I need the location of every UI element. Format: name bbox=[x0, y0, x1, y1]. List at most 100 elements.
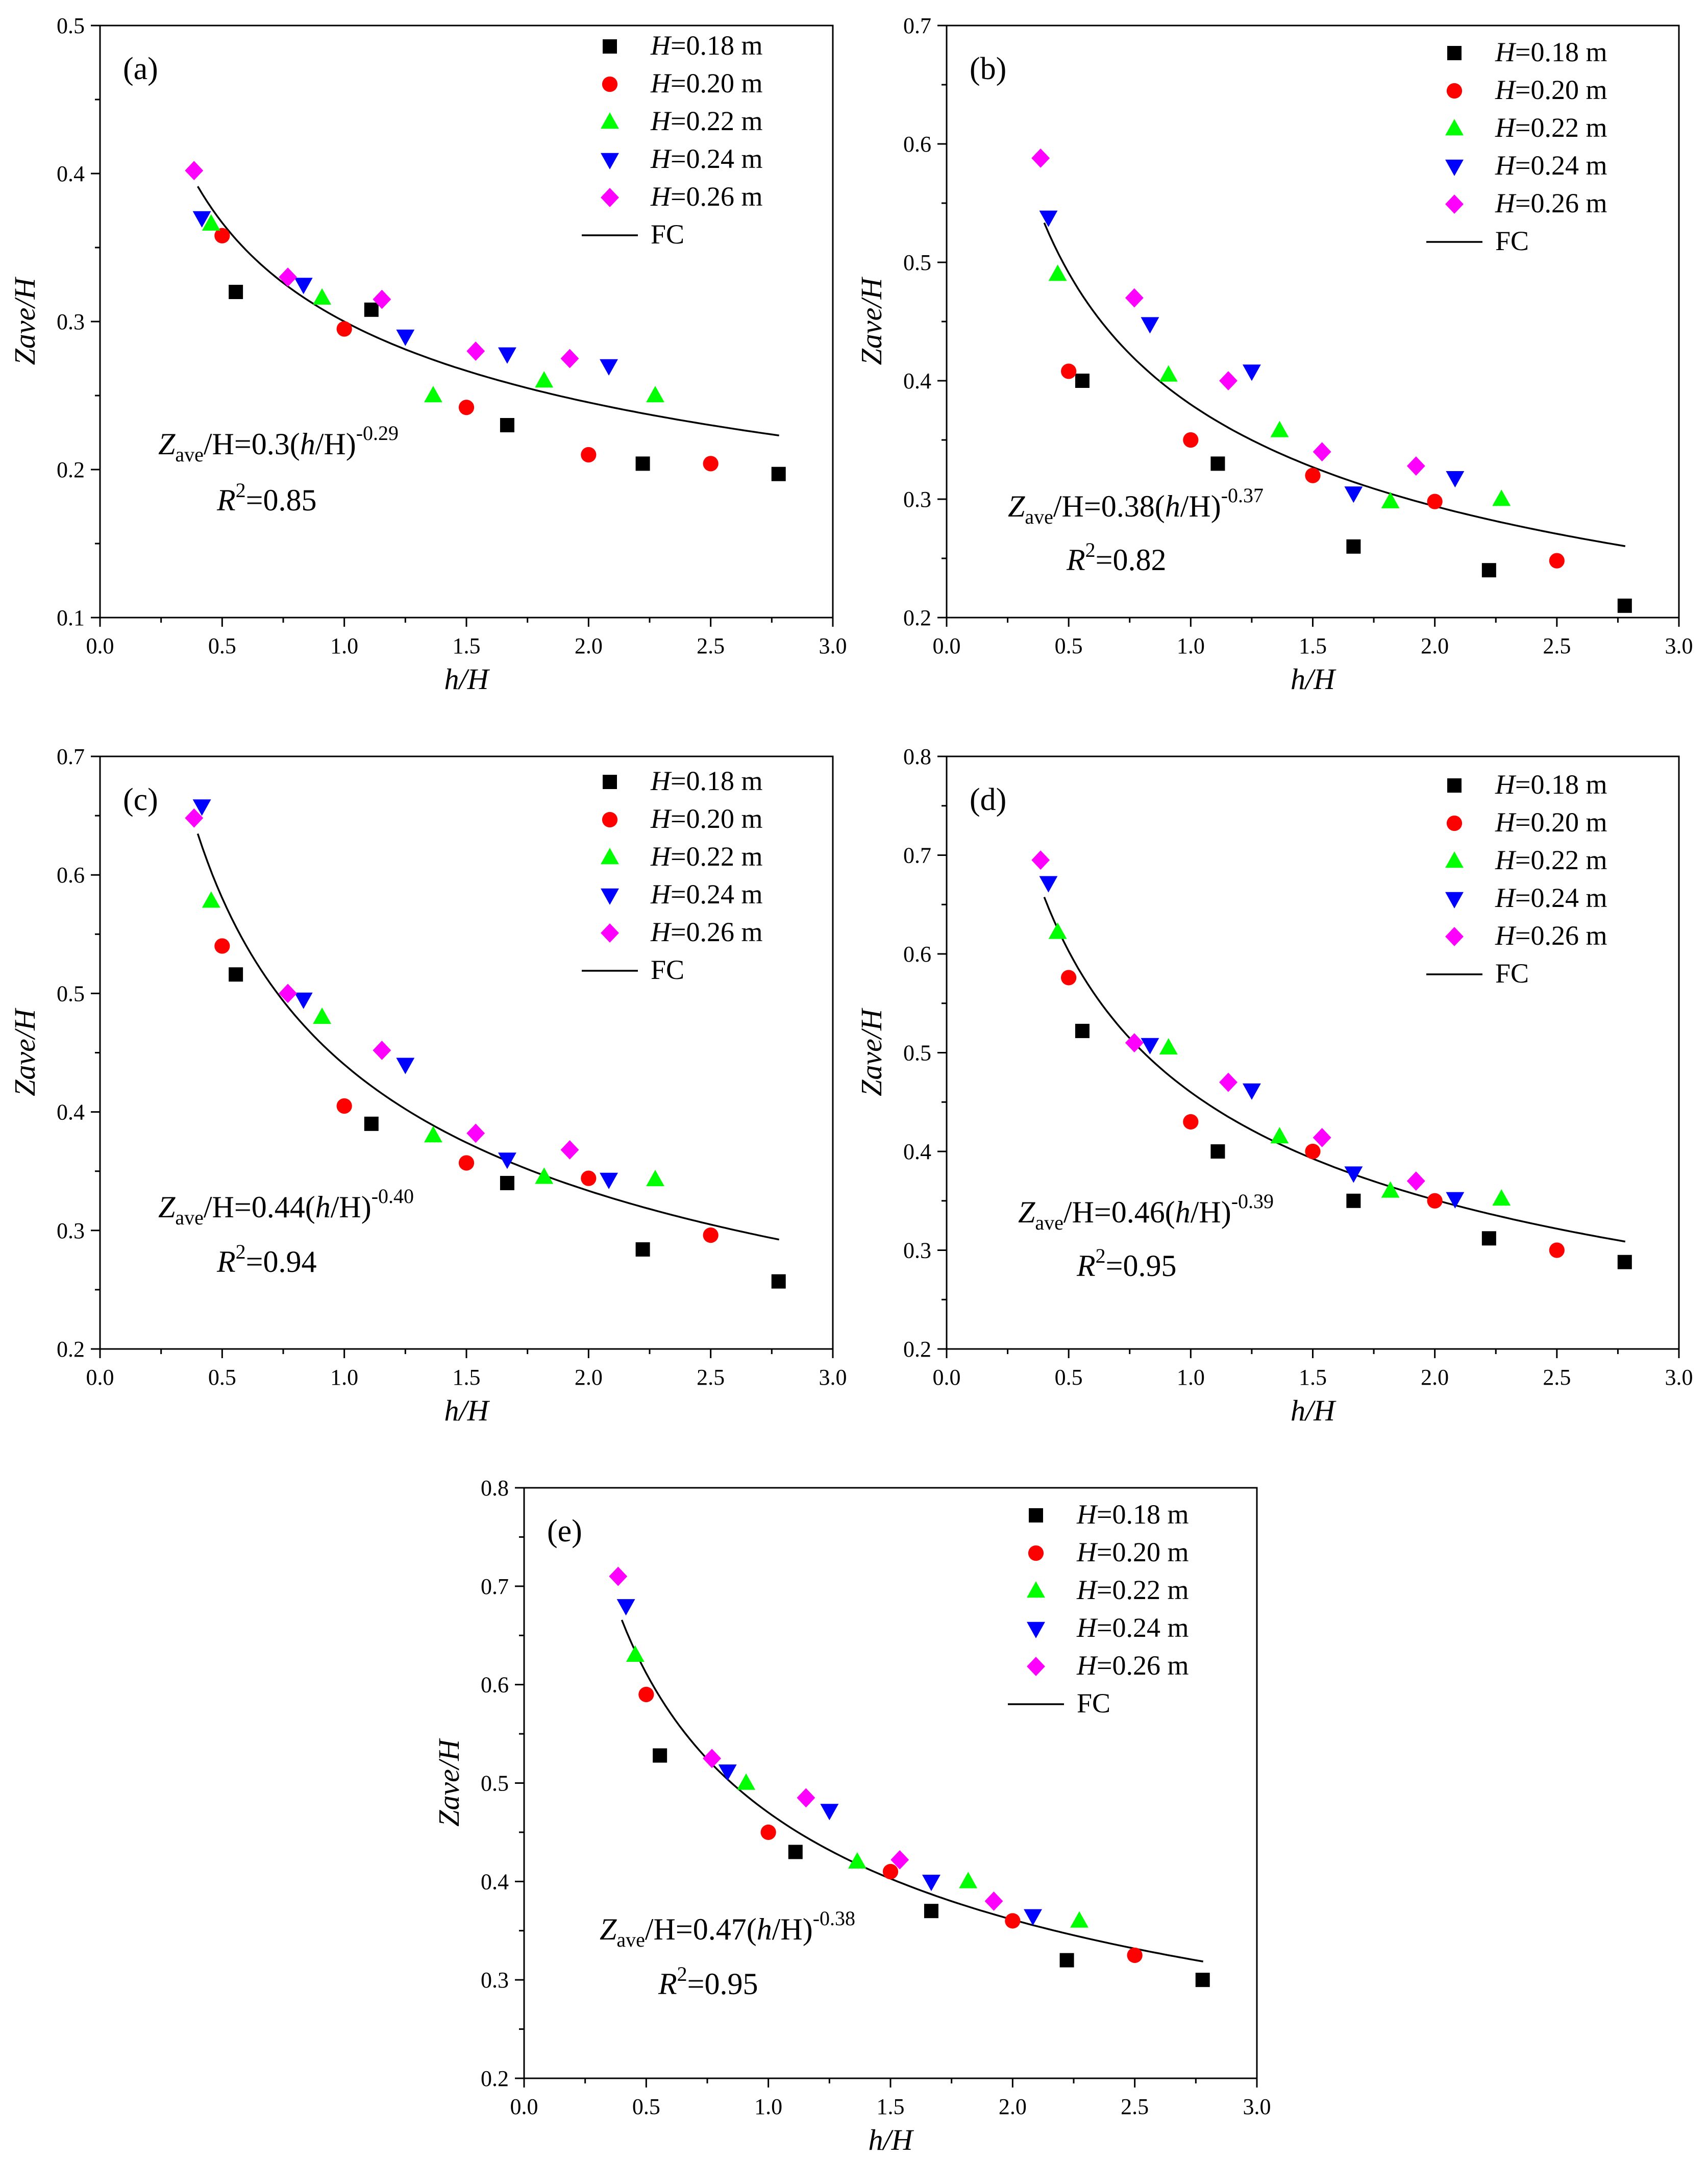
chart-panel-e: 0.0 0.5 1.0 1.5 2.0 2.5 3.0 0.2 0.3 0.4 0.5 0.6 0.7 0… bbox=[432, 1476, 1271, 2156]
y-tick-label: 0.2 bbox=[481, 2066, 509, 2091]
legend: H=0.18 m H=0.20 m H=0.22 m H=0.24 m H=0.26 m… bbox=[582, 30, 762, 250]
x-axis-label: h/H bbox=[444, 662, 490, 696]
y-tick-label: 0.7 bbox=[481, 1574, 509, 1599]
x-axis-label: h/H bbox=[1291, 1394, 1336, 1427]
data-point bbox=[1048, 922, 1067, 939]
x-tick-label: 3.0 bbox=[1665, 633, 1693, 658]
fit-equation: Zave/H=0.38(h/H)-0.37 bbox=[1008, 484, 1264, 528]
y-tick-label: 0.6 bbox=[903, 942, 931, 967]
data-point bbox=[466, 341, 485, 361]
series-H=0.22 m bbox=[202, 214, 664, 403]
x-tick-label: 0.0 bbox=[510, 2094, 538, 2119]
data-point bbox=[458, 1155, 475, 1171]
data-point bbox=[771, 1274, 786, 1289]
fit-equation: Zave/H=0.46(h/H)-0.39 bbox=[1018, 1190, 1274, 1234]
y-tick-label: 0.3 bbox=[903, 487, 931, 512]
legend-fit-label: FC bbox=[1077, 1688, 1110, 1718]
series-H=0.24 m bbox=[192, 211, 618, 376]
fit-curve bbox=[196, 833, 780, 1241]
data-point bbox=[1141, 317, 1159, 334]
x-tick-label: 2.0 bbox=[575, 1365, 603, 1390]
fit-equation: Zave/H=0.47(h/H)-0.38 bbox=[600, 1907, 855, 1951]
x-tick-label: 0.0 bbox=[86, 1365, 114, 1390]
data-point bbox=[1346, 539, 1361, 554]
data-point bbox=[1492, 1189, 1511, 1206]
legend-entry: H=0.26 m bbox=[1076, 1650, 1189, 1681]
legend-marker bbox=[601, 112, 619, 129]
legend-entry: H=0.18 m bbox=[650, 766, 762, 796]
x-tick-label: 0.5 bbox=[208, 1365, 236, 1390]
legend-marker bbox=[1446, 83, 1463, 99]
legend-entry: H=0.20 m bbox=[650, 68, 762, 99]
x-tick-label: 2.5 bbox=[697, 1365, 725, 1390]
legend-entry: H=0.20 m bbox=[1495, 807, 1607, 838]
data-point bbox=[1059, 1953, 1074, 1968]
data-point bbox=[1427, 1193, 1443, 1209]
legend-marker bbox=[1027, 1622, 1045, 1638]
y-tick-label: 0.2 bbox=[57, 1337, 85, 1362]
y-tick-label: 0.5 bbox=[57, 981, 85, 1006]
data-point bbox=[1492, 489, 1511, 506]
data-point bbox=[718, 1764, 737, 1781]
data-point bbox=[760, 1824, 776, 1840]
data-point bbox=[1549, 1242, 1565, 1258]
data-point bbox=[646, 1170, 664, 1187]
y-tick-label: 0.2 bbox=[903, 605, 931, 630]
series-H=0.26 m bbox=[185, 808, 579, 1160]
series-H=0.20 m bbox=[214, 938, 719, 1243]
data-point bbox=[771, 466, 786, 481]
data-point bbox=[192, 211, 211, 228]
legend-marker bbox=[601, 188, 619, 207]
data-point bbox=[185, 808, 204, 828]
legend-marker bbox=[1447, 46, 1462, 60]
x-tick-label: 0.5 bbox=[1055, 1365, 1083, 1390]
data-point bbox=[1427, 494, 1443, 509]
panel-label: (c) bbox=[123, 782, 158, 817]
r-squared: R2=0.95 bbox=[658, 1962, 758, 2001]
data-point bbox=[1617, 1255, 1632, 1269]
data-point bbox=[214, 228, 230, 243]
data-point bbox=[1183, 432, 1199, 448]
data-point bbox=[500, 1175, 514, 1190]
data-point bbox=[1446, 471, 1465, 488]
x-tick-label: 0.0 bbox=[86, 633, 114, 658]
legend-marker bbox=[1027, 1657, 1045, 1676]
legend-marker bbox=[601, 153, 619, 169]
legend: H=0.18 m H=0.20 m H=0.22 m H=0.24 m H=0.26 m… bbox=[1426, 769, 1607, 989]
y-tick-label: 0.5 bbox=[481, 1771, 509, 1796]
legend-entry: H=0.18 m bbox=[1495, 37, 1607, 67]
series-H=0.26 m bbox=[1031, 850, 1425, 1191]
x-tick-label: 1.5 bbox=[1299, 633, 1327, 658]
y-tick-label: 0.7 bbox=[903, 13, 931, 38]
legend-marker bbox=[603, 775, 617, 789]
data-point bbox=[635, 1242, 650, 1257]
data-point bbox=[279, 984, 298, 1003]
fit-curve bbox=[621, 1619, 1203, 1962]
x-tick-label: 1.0 bbox=[330, 1365, 358, 1390]
y-tick-label: 0.3 bbox=[903, 1238, 931, 1263]
data-point bbox=[924, 1904, 938, 1919]
data-point bbox=[1381, 1181, 1400, 1198]
legend-entry: H=0.22 m bbox=[650, 106, 762, 136]
series-H=0.22 m bbox=[1048, 264, 1511, 508]
data-point bbox=[600, 359, 618, 376]
x-axis-label: h/H bbox=[1291, 662, 1336, 696]
legend-entry: H=0.24 m bbox=[650, 879, 762, 910]
y-tick-label: 0.4 bbox=[57, 1100, 85, 1125]
x-tick-label: 1.0 bbox=[754, 2094, 782, 2119]
data-point bbox=[1406, 456, 1425, 476]
x-tick-label: 1.0 bbox=[330, 633, 358, 658]
legend-entry: H=0.26 m bbox=[1495, 188, 1607, 218]
data-point bbox=[313, 288, 332, 305]
y-tick-label: 0.2 bbox=[57, 457, 85, 482]
r-squared: R2=0.82 bbox=[1066, 538, 1167, 577]
y-tick-label: 0.6 bbox=[481, 1673, 509, 1698]
legend-marker bbox=[1445, 851, 1464, 868]
data-point bbox=[396, 329, 415, 346]
data-point bbox=[1183, 1114, 1199, 1130]
legend-marker bbox=[602, 812, 618, 828]
legend-marker bbox=[1445, 927, 1464, 946]
data-point bbox=[535, 371, 554, 388]
legend-fit-label: FC bbox=[1495, 226, 1529, 256]
legend: H=0.18 m H=0.20 m H=0.22 m H=0.24 m H=0.26 m… bbox=[1426, 37, 1607, 256]
